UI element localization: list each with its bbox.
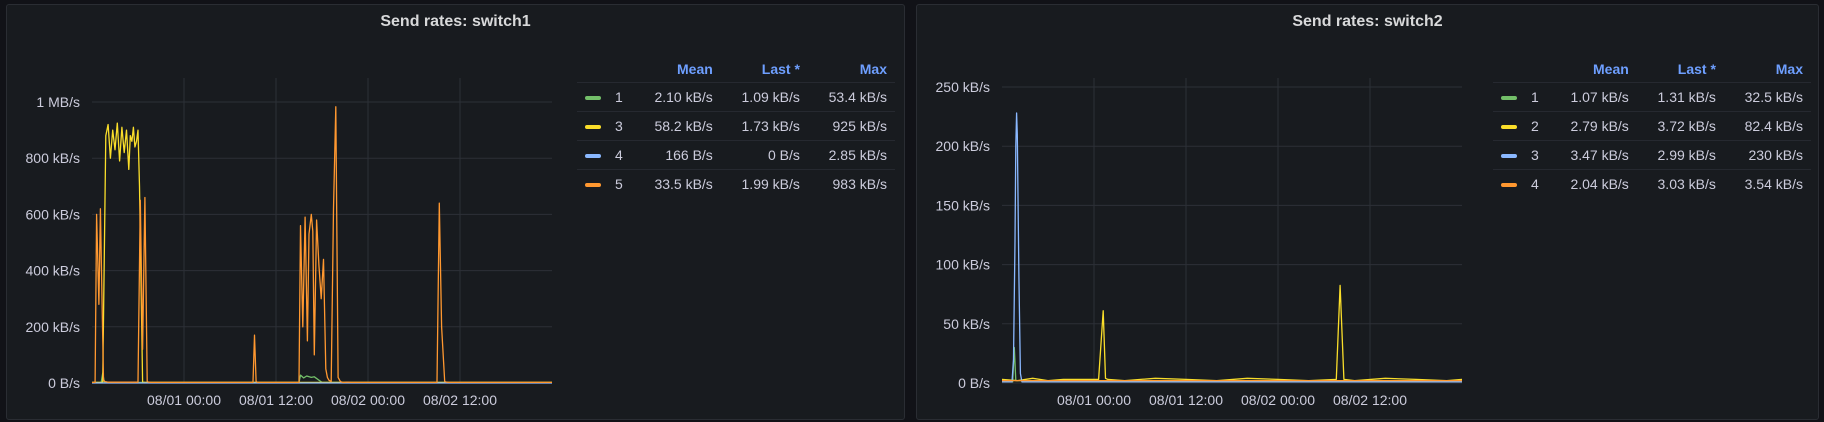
series-max: 53.4 kB/s — [807, 82, 895, 112]
x-tick-label: 08/02 12:00 — [423, 392, 497, 408]
series-last: 0 B/s — [720, 140, 808, 170]
series-mean: 2.04 kB/s — [1549, 169, 1637, 198]
series-color-swatch — [1501, 125, 1517, 130]
legend-row[interactable]: 4 2.04 kB/s 3.03 kB/s 3.54 kB/s — [1493, 169, 1811, 198]
series-name[interactable]: 3 — [615, 111, 634, 141]
legend-header-max[interactable]: Max — [1775, 60, 1803, 77]
x-tick-label: 08/01 00:00 — [1057, 392, 1131, 408]
x-tick-label: 08/01 00:00 — [147, 392, 221, 408]
series-max: 3.54 kB/s — [1723, 169, 1811, 198]
series-max: 230 kB/s — [1723, 140, 1811, 170]
y-tick-label: 800 kB/s — [26, 150, 80, 166]
y-tick-label: 0 B/s — [48, 375, 80, 391]
legend-row[interactable]: 2 2.79 kB/s 3.72 kB/s 82.4 kB/s — [1493, 111, 1811, 141]
legend-header-last[interactable]: Last * — [761, 60, 800, 77]
legend-row[interactable]: 5 33.5 kB/s 1.99 kB/s 983 kB/s — [577, 169, 895, 198]
series-color-swatch — [1501, 154, 1517, 159]
legend-row[interactable]: 1 2.10 kB/s 1.09 kB/s 53.4 kB/s — [577, 82, 895, 112]
series-line-3[interactable] — [92, 122, 552, 384]
series-last: 2.99 kB/s — [1636, 140, 1724, 170]
series-color-swatch — [1501, 96, 1517, 101]
series-mean: 58.2 kB/s — [633, 111, 721, 141]
series-max: 925 kB/s — [807, 111, 895, 141]
legend-header-mean[interactable]: Mean — [1593, 60, 1629, 77]
y-tick-label: 1 MB/s — [36, 94, 80, 110]
y-tick-label: 150 kB/s — [936, 197, 990, 213]
series-mean: 1.07 kB/s — [1549, 82, 1637, 112]
x-tick-label: 08/02 12:00 — [1333, 392, 1407, 408]
series-last: 3.03 kB/s — [1636, 169, 1724, 198]
series-name[interactable]: 3 — [1531, 140, 1550, 170]
series-mean: 166 B/s — [633, 140, 721, 170]
x-tick-label: 08/01 12:00 — [239, 392, 313, 408]
series-name[interactable]: 4 — [615, 140, 634, 170]
panel-title: Send rates: switch1 — [380, 13, 531, 30]
panel-title: Send rates: switch2 — [1292, 13, 1443, 30]
legend-header-max[interactable]: Max — [859, 60, 887, 77]
y-tick-label: 400 kB/s — [26, 263, 80, 279]
legend-switch1: Mean Last * Max 1 2.10 kB/s 1.09 kB/s 53… — [577, 55, 895, 198]
y-tick-label: 0 B/s — [958, 375, 990, 391]
x-tick-label: 08/01 12:00 — [1149, 392, 1223, 408]
series-color-swatch — [585, 183, 601, 188]
y-tick-label: 250 kB/s — [936, 79, 990, 95]
legend-row[interactable]: 3 58.2 kB/s 1.73 kB/s 925 kB/s — [577, 111, 895, 141]
series-name[interactable]: 1 — [615, 82, 634, 112]
legend-switch2: Mean Last * Max 1 1.07 kB/s 1.31 kB/s 32… — [1493, 55, 1811, 198]
series-mean: 2.10 kB/s — [633, 82, 721, 112]
legend-row[interactable]: 3 3.47 kB/s 2.99 kB/s 230 kB/s — [1493, 140, 1811, 170]
series-color-swatch — [1501, 183, 1517, 188]
x-tick-label: 08/02 00:00 — [331, 392, 405, 408]
series-line-1[interactable] — [1002, 346, 1463, 383]
series-last: 1.31 kB/s — [1636, 82, 1724, 112]
x-tick-label: 08/02 00:00 — [1241, 392, 1315, 408]
panel-switch2: Send rates: switch2 — [916, 4, 1819, 420]
series-color-swatch — [585, 154, 601, 159]
y-tick-label: 100 kB/s — [936, 257, 990, 273]
y-tick-label: 50 kB/s — [943, 316, 990, 332]
series-name[interactable]: 4 — [1531, 169, 1550, 198]
panel-switch1: Send rates: switch1 — [6, 4, 905, 420]
series-color-swatch — [585, 96, 601, 101]
y-tick-label: 600 kB/s — [26, 206, 80, 222]
series-line-5[interactable] — [92, 106, 552, 384]
series-name[interactable]: 2 — [1531, 111, 1550, 141]
series-mean: 2.79 kB/s — [1549, 111, 1637, 141]
series-color-swatch — [585, 125, 601, 130]
series-max: 82.4 kB/s — [1723, 111, 1811, 141]
legend-header-last[interactable]: Last * — [1677, 60, 1716, 77]
y-tick-label: 200 kB/s — [936, 138, 990, 154]
series-line-2[interactable] — [1001, 284, 1463, 382]
series-last: 1.09 kB/s — [720, 82, 808, 112]
series-max: 983 kB/s — [807, 169, 895, 198]
legend-header-mean[interactable]: Mean — [677, 60, 713, 77]
series-last: 3.72 kB/s — [1636, 111, 1724, 141]
series-mean: 3.47 kB/s — [1549, 140, 1637, 170]
legend-row[interactable]: 1 1.07 kB/s 1.31 kB/s 32.5 kB/s — [1493, 82, 1811, 112]
series-max: 2.85 kB/s — [807, 140, 895, 170]
series-mean: 33.5 kB/s — [633, 169, 721, 198]
series-name[interactable]: 1 — [1531, 82, 1550, 112]
legend-row[interactable]: 4 166 B/s 0 B/s 2.85 kB/s — [577, 140, 895, 170]
series-line-3[interactable] — [1002, 112, 1462, 383]
series-name[interactable]: 5 — [615, 169, 634, 198]
series-last: 1.99 kB/s — [720, 169, 808, 198]
series-last: 1.73 kB/s — [720, 111, 808, 141]
y-tick-label: 200 kB/s — [26, 319, 80, 335]
series-max: 32.5 kB/s — [1723, 82, 1811, 112]
